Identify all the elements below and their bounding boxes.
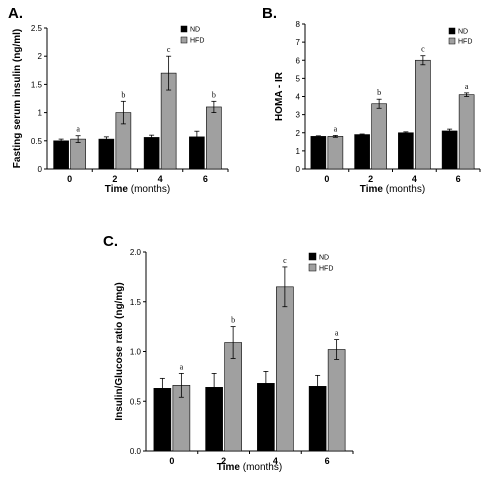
y-axis-title: HOMA - IR xyxy=(274,71,285,121)
significance-label: b xyxy=(231,316,235,325)
x-tick-label: 2 xyxy=(221,456,226,466)
bar-nd-0 xyxy=(310,136,327,170)
y-tick-label: 1 xyxy=(296,147,301,156)
y-tick-label: 2 xyxy=(296,129,301,138)
y-tick-label: 8 xyxy=(296,20,301,29)
x-axis-title: Time (months) xyxy=(217,462,282,473)
y-tick-label: 0.5 xyxy=(31,137,43,146)
significance-label: b xyxy=(121,90,125,99)
bar-nd-2 xyxy=(98,138,115,170)
significance-label: a xyxy=(465,82,469,91)
legend-label-nd: ND xyxy=(319,255,329,262)
bar-nd-6 xyxy=(441,130,458,170)
significance-label: c xyxy=(421,45,425,54)
x-axis-title-unit: (months) xyxy=(131,184,170,195)
legend: ND HFD xyxy=(180,25,204,45)
y-tick-label: 2 xyxy=(38,52,43,61)
legend-label-hfd: HFD xyxy=(458,39,472,46)
legend-label-nd: ND xyxy=(458,29,468,36)
x-tick-label: 6 xyxy=(325,456,330,466)
y-tick-label: 2.0 xyxy=(130,248,142,257)
significance-label: a xyxy=(335,329,339,338)
chart-panel-a: A. 0 0.5 1 1.5 2 2.5 Fasting serum insulin (ng/… xyxy=(8,5,229,195)
x-tick-label: 4 xyxy=(158,174,163,184)
bar-hfd-0 xyxy=(70,138,86,170)
significance-label: c xyxy=(167,45,171,54)
y-tick-label: 0.5 xyxy=(130,397,142,406)
chart-panel-b: B. 0 1 2 3 4 5 6 7 8 HOMA - IR 0 a 2 b 4 c 6 a Time (months… xyxy=(262,5,481,195)
y-tick-label: 1.5 xyxy=(130,298,142,307)
x-tick-label: 2 xyxy=(112,174,117,184)
significance-label: a xyxy=(180,362,184,371)
y-tick-label: 0 xyxy=(38,165,43,174)
bar-nd-4 xyxy=(143,137,160,170)
significance-label: a xyxy=(76,125,80,134)
legend-swatch-hfd xyxy=(448,37,456,45)
legend-swatch-nd xyxy=(308,252,317,261)
legend-swatch-hfd xyxy=(308,263,317,272)
bar-nd-4 xyxy=(398,132,414,170)
x-tick-label: 0 xyxy=(324,174,329,184)
x-axis-title: Time (months) xyxy=(360,184,425,195)
y-tick-label: 1.0 xyxy=(130,348,142,357)
bar-hfd-4 xyxy=(276,286,294,452)
panel-label: C. xyxy=(103,233,118,250)
y-tick-label: 1 xyxy=(38,109,43,118)
x-axis-title-unit: (months) xyxy=(243,462,282,473)
legend: ND HFD xyxy=(308,252,333,273)
legend-swatch-hfd xyxy=(180,36,188,44)
bar-hfd-6 xyxy=(327,349,346,452)
significance-label: b xyxy=(212,90,216,99)
chart-panel-c: C. 0.0 0.5 1.0 1.5 2.0 Insulin/Glucose ratio (… xyxy=(103,233,354,473)
y-axis-title: Fasting serum insulin (ng/ml) xyxy=(12,29,23,168)
y-axis-title: Insulin/Glucose ratio (ng/mg) xyxy=(114,282,125,420)
panel-label: A. xyxy=(8,5,23,22)
x-tick-label: 6 xyxy=(203,174,208,184)
panel-label: B. xyxy=(262,5,277,22)
y-tick-label: 3 xyxy=(296,111,301,120)
y-tick-label: 5 xyxy=(296,74,301,83)
bar-hfd-6 xyxy=(206,106,222,170)
y-tick-label: 2.5 xyxy=(31,24,43,33)
x-tick-label: 2 xyxy=(368,174,373,184)
x-axis-title-unit: (months) xyxy=(386,184,425,195)
x-tick-label: 0 xyxy=(169,456,174,466)
bar-nd-0 xyxy=(53,140,69,170)
x-axis-title-word: Time xyxy=(105,184,131,195)
y-tick-label: 1.5 xyxy=(31,80,43,89)
bar-nd-2 xyxy=(354,134,370,170)
significance-label: a xyxy=(334,124,338,133)
bar-hfd-6 xyxy=(458,94,475,170)
x-tick-label: 6 xyxy=(456,174,461,184)
y-tick-label: 7 xyxy=(296,38,301,47)
x-tick-label: 4 xyxy=(273,456,278,466)
bar-hfd-2 xyxy=(371,103,387,170)
legend-label-hfd: HFD xyxy=(190,38,204,45)
significance-label: b xyxy=(377,88,381,97)
x-tick-label: 0 xyxy=(67,174,72,184)
legend-label-nd: ND xyxy=(190,27,200,34)
x-axis-title-word: Time xyxy=(360,184,386,195)
y-tick-label: 6 xyxy=(296,56,301,65)
y-tick-label: 0 xyxy=(296,165,301,174)
legend-swatch-nd xyxy=(180,25,188,33)
y-tick-label: 4 xyxy=(296,93,301,102)
x-axis-title: Time (months) xyxy=(105,184,170,195)
legend-swatch-nd xyxy=(448,27,456,35)
legend: ND HFD xyxy=(448,27,472,46)
legend-label-hfd: HFD xyxy=(319,266,333,273)
x-axis-title-word: Time xyxy=(217,462,243,473)
bar-hfd-4 xyxy=(415,59,431,170)
x-tick-label: 4 xyxy=(412,174,417,184)
y-tick-label: 0.0 xyxy=(130,447,142,456)
significance-label: c xyxy=(283,256,287,265)
bar-hfd-0 xyxy=(327,136,344,170)
